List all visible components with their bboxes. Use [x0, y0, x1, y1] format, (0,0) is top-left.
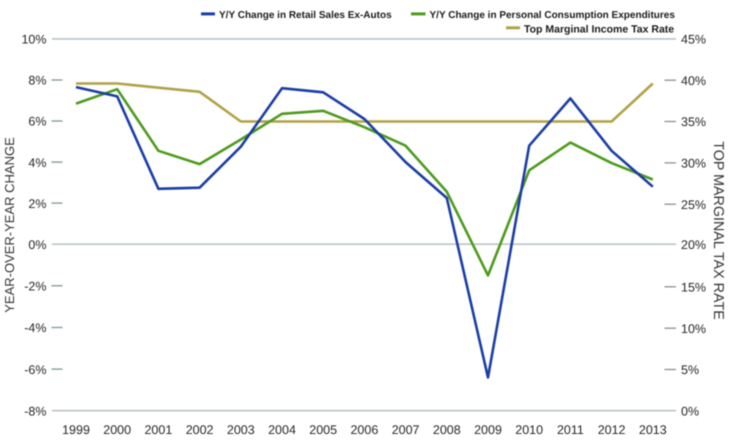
svg-text:8%: 8%	[28, 74, 46, 88]
svg-text:30%: 30%	[681, 157, 706, 171]
svg-text:2008: 2008	[433, 423, 461, 437]
svg-text:2011: 2011	[557, 423, 584, 437]
svg-text:YEAR-OVER-YEAR CHANGE: YEAR-OVER-YEAR CHANGE	[2, 137, 17, 313]
svg-text:45%: 45%	[681, 33, 706, 47]
svg-text:-6%: -6%	[24, 363, 46, 377]
svg-text:25%: 25%	[681, 198, 706, 212]
svg-text:2004: 2004	[268, 423, 296, 437]
svg-text:Y/Y Change in Personal Consump: Y/Y Change in Personal Consumption Expen…	[430, 10, 676, 21]
svg-text:TOP MARGINAL TAX RATE: TOP MARGINAL TAX RATE	[710, 141, 726, 320]
svg-text:2010: 2010	[515, 423, 543, 437]
svg-text:2012: 2012	[598, 423, 626, 437]
svg-text:5%: 5%	[681, 363, 699, 377]
svg-text:1999: 1999	[62, 423, 90, 437]
svg-text:-2%: -2%	[24, 280, 46, 294]
svg-text:Top Marginal Income Tax Rate: Top Marginal Income Tax Rate	[524, 23, 674, 35]
svg-text:4%: 4%	[28, 156, 46, 170]
svg-text:6%: 6%	[28, 115, 46, 129]
svg-text:-4%: -4%	[24, 321, 46, 335]
svg-text:-8%: -8%	[24, 404, 46, 418]
svg-text:0%: 0%	[28, 238, 46, 252]
svg-text:40%: 40%	[681, 74, 706, 88]
svg-text:2000: 2000	[103, 423, 131, 437]
svg-text:35%: 35%	[681, 115, 706, 129]
svg-text:15%: 15%	[681, 281, 706, 295]
svg-text:2001: 2001	[144, 423, 172, 437]
svg-text:2007: 2007	[392, 423, 420, 437]
svg-text:2006: 2006	[350, 423, 378, 437]
svg-text:10%: 10%	[21, 33, 46, 47]
svg-text:20%: 20%	[681, 238, 706, 252]
svg-text:2003: 2003	[227, 423, 255, 437]
svg-text:Y/Y Change in Retail Sales Ex-: Y/Y Change in Retail Sales Ex-Autos	[219, 10, 392, 21]
svg-text:2%: 2%	[28, 197, 46, 211]
svg-text:2005: 2005	[309, 423, 337, 437]
svg-text:2009: 2009	[474, 423, 502, 437]
svg-text:2002: 2002	[186, 423, 214, 437]
svg-text:2013: 2013	[639, 423, 667, 437]
svg-text:0%: 0%	[681, 404, 699, 418]
svg-text:10%: 10%	[681, 322, 706, 336]
